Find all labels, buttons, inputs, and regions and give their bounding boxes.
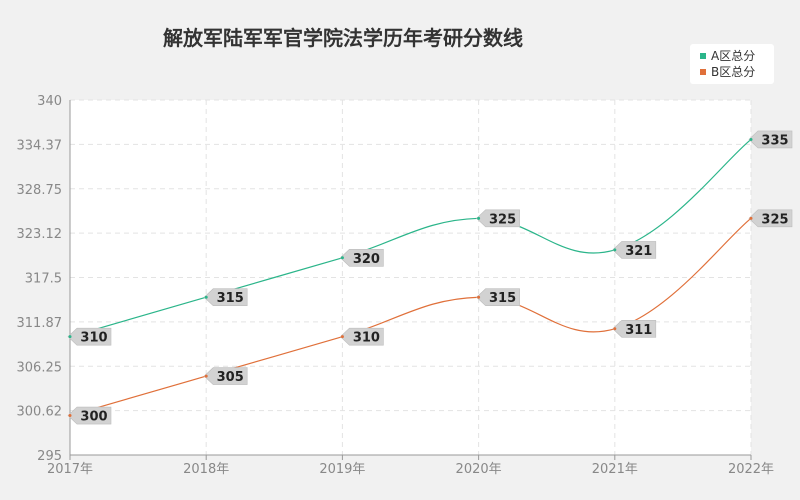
data-point <box>613 248 617 252</box>
data-point <box>204 374 208 378</box>
x-tick-label: 2021年 <box>592 462 638 477</box>
legend: A区总分 B区总分 <box>690 44 774 84</box>
y-tick-label: 323.12 <box>17 227 63 242</box>
data-label-bg <box>339 327 384 346</box>
data-label: 320 <box>353 252 380 267</box>
data-label: 300 <box>80 410 107 425</box>
data-label: 315 <box>217 291 244 306</box>
y-tick-label: 317.5 <box>25 272 62 287</box>
data-label-bg <box>748 209 793 228</box>
data-label-bg <box>476 288 520 307</box>
y-tick-label: 328.75 <box>17 183 63 198</box>
data-point <box>340 335 344 339</box>
legend-swatch-b <box>700 68 706 75</box>
series-line-a <box>69 138 752 338</box>
x-tick-label: 2019年 <box>319 462 365 477</box>
data-point <box>749 137 753 141</box>
data-label: 315 <box>489 291 516 306</box>
data-label: 310 <box>80 331 107 346</box>
data-point <box>477 295 481 299</box>
data-label-bg <box>339 248 384 267</box>
data-label-bg <box>476 209 520 228</box>
chart-title: 解放军陆军军官学院法学历年考研分数线 <box>163 26 523 50</box>
y-tick-label: 295 <box>37 449 62 464</box>
data-label-bg <box>612 241 657 259</box>
y-tick-label: 340 <box>37 94 62 109</box>
x-tick-label: 2020年 <box>456 462 502 477</box>
legend-item-a[interactable]: A区总分 <box>700 48 755 64</box>
data-label-bg <box>203 288 248 307</box>
y-tick-label: 306.25 <box>17 360 63 375</box>
data-point <box>340 256 344 260</box>
data-label: 305 <box>217 370 244 385</box>
x-tick-label: 2017年 <box>47 462 93 477</box>
data-point <box>68 335 72 339</box>
legend-swatch-a <box>700 52 706 59</box>
data-label: 325 <box>761 212 788 227</box>
data-label-bg <box>67 406 112 425</box>
series-line-b <box>69 217 752 417</box>
data-label: 311 <box>625 323 652 338</box>
data-point <box>477 216 481 220</box>
data-point <box>204 295 208 299</box>
data-label-bg <box>203 367 248 385</box>
data-label: 321 <box>625 244 652 259</box>
legend-label-a: A区总分 <box>711 49 756 63</box>
data-label: 335 <box>761 133 788 148</box>
data-label-bg <box>612 319 657 338</box>
y-tick-label: 311.87 <box>17 316 63 331</box>
legend-label-b: B区总分 <box>711 65 756 79</box>
data-point <box>613 327 617 331</box>
y-tick-label: 334.37 <box>17 138 63 153</box>
x-tick-label: 2018年 <box>183 462 229 477</box>
y-tick-label: 300.62 <box>17 405 63 420</box>
x-tick-label: 2022年 <box>728 462 774 477</box>
data-label-bg <box>748 130 793 149</box>
data-point <box>749 216 753 220</box>
data-point <box>68 414 72 418</box>
data-label-bg <box>67 327 112 346</box>
data-label: 310 <box>353 331 380 346</box>
data-label: 325 <box>489 212 516 227</box>
legend-item-b[interactable]: B区总分 <box>700 64 755 80</box>
